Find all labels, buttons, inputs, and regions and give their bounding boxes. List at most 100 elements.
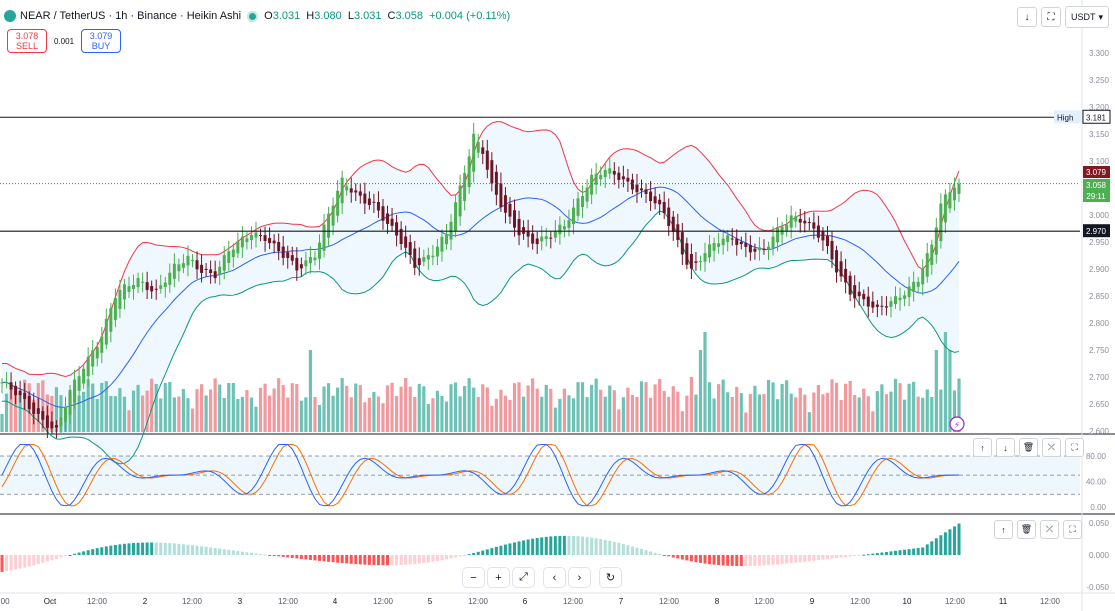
candle-body [204, 268, 208, 270]
volume-bar [331, 395, 335, 432]
volume-bar [508, 399, 512, 432]
candle-body [159, 285, 163, 289]
delete-icon[interactable]: 🗑 [1017, 520, 1036, 539]
volume-bar [95, 398, 99, 432]
arrow-down-icon[interactable]: ↓ [1016, 7, 1037, 27]
maximize-pane-icon[interactable]: ⛶ [1065, 438, 1084, 457]
move-down-icon[interactable]: ↓ [996, 438, 1015, 457]
zoom-in-icon[interactable]: + [488, 568, 509, 587]
move-up-icon[interactable]: ↑ [994, 520, 1013, 539]
volume-bar [494, 398, 498, 432]
volume-bar [612, 390, 616, 432]
candle-body [345, 186, 349, 191]
candle-body [807, 222, 811, 224]
macd-bar [290, 555, 294, 558]
macd-bar [340, 555, 344, 564]
volume-bar [141, 395, 145, 432]
candle-body [168, 272, 172, 285]
candle-body [726, 235, 730, 242]
time-tick-label: 12:00 [945, 597, 966, 606]
candle-body [880, 305, 884, 307]
close-label: C [387, 10, 396, 22]
delete-icon[interactable]: 🗑 [1019, 438, 1038, 457]
candle-body [767, 246, 771, 250]
volume-bar [267, 395, 272, 432]
volume-bar [127, 410, 131, 432]
candle-body [36, 408, 40, 414]
time-tick-label: 12:00 [87, 597, 108, 606]
candle-body [803, 220, 807, 224]
macd-bar [91, 549, 95, 555]
volume-bar [326, 383, 331, 432]
macd-bar [767, 555, 771, 566]
macd-bar [150, 542, 154, 555]
volume-bar [444, 401, 449, 432]
volume-bar [100, 382, 104, 432]
macd-bar [386, 555, 390, 566]
macd-bar [889, 551, 893, 555]
collapse-icon[interactable]: ⤫ [1040, 520, 1059, 539]
candle-body [494, 171, 498, 195]
volume-bar [431, 398, 435, 432]
macd-bar [317, 555, 321, 561]
reset-chart-icon[interactable]: ↻ [600, 568, 621, 587]
volume-bar [866, 396, 870, 432]
countdown-label: 29:11 [1086, 192, 1106, 201]
macd-bar [835, 555, 839, 559]
maximize-pane-icon[interactable]: ⛶ [1063, 520, 1082, 539]
volume-bar [726, 392, 730, 432]
move-up-icon[interactable]: ↑ [973, 438, 992, 457]
macd-bar [612, 541, 616, 555]
price-tick-label: 2.950 [1089, 238, 1110, 247]
candle-body [671, 216, 675, 232]
time-tick-label: Oct [44, 597, 57, 606]
candle-body [0, 382, 4, 384]
scroll-left-icon[interactable]: ‹ [544, 568, 565, 587]
macd-bar [327, 555, 331, 562]
buy-button[interactable]: 3.079 BUY [81, 29, 122, 53]
time-tick-label: 4 [333, 597, 338, 606]
scroll-right-icon[interactable]: › [569, 568, 590, 587]
volume-bar [299, 400, 303, 432]
macd-bar [100, 547, 104, 555]
reset-scale-icon[interactable]: ⤢ [513, 568, 534, 587]
candle-body [866, 296, 870, 307]
volume-bar [113, 396, 117, 432]
macd-bar [113, 544, 117, 555]
candle-body [630, 179, 634, 190]
candle-body [141, 281, 145, 283]
volume-bar [322, 386, 326, 432]
volume-bar [249, 397, 254, 432]
volume-bar [290, 383, 294, 432]
volume-bar [766, 379, 771, 432]
macd-bar [136, 542, 140, 555]
volume-bar [122, 396, 127, 432]
candle-body [717, 243, 721, 247]
high-value: 3.080 [314, 10, 342, 22]
candle-body [227, 251, 231, 263]
volume-bar [213, 378, 217, 432]
candle-body [903, 295, 907, 299]
candle-body [476, 142, 480, 153]
zoom-out-icon[interactable]: − [463, 568, 484, 587]
volume-bar [453, 382, 458, 432]
spread-value: 0.001 [54, 36, 75, 46]
macd-bar [236, 551, 240, 555]
candle-body [513, 210, 517, 228]
candle-body [177, 264, 181, 272]
time-tick-label: 6 [523, 597, 528, 606]
price-tick-label: 2.650 [1089, 400, 1110, 409]
sell-button[interactable]: 3.078 SELL [7, 29, 47, 53]
candle-body [281, 246, 285, 258]
macd-bar [939, 535, 943, 555]
candle-body [662, 202, 666, 214]
stoch-k-line [1, 444, 960, 507]
maximize-icon[interactable]: ⛶ [1040, 7, 1061, 27]
macd-bar [626, 545, 630, 555]
symbol-title[interactable]: NEAR / TetherUS · 1h · Binance · Heikin … [20, 10, 242, 22]
candle-body [798, 218, 802, 223]
collapse-icon[interactable]: ⤫ [1042, 438, 1061, 457]
currency-select[interactable]: USDT ▾ [1064, 6, 1109, 28]
candle-body [426, 255, 430, 260]
